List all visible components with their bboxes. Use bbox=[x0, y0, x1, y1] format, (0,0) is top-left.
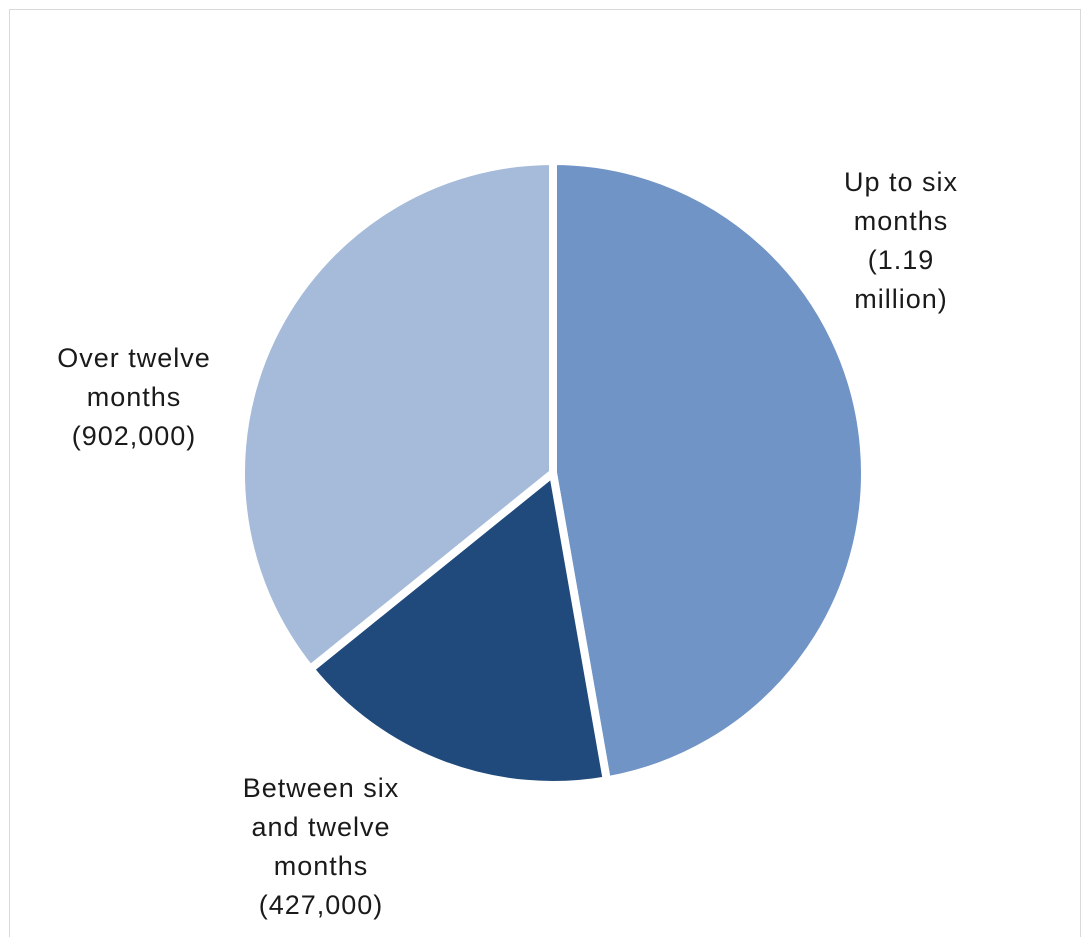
slice-label-between-six-and-twelve-months: Between six and twelve months (427,000) bbox=[242, 773, 400, 920]
pie-slice-between-six-and-twelve-months bbox=[304, 465, 612, 789]
pie-slice-over-twelve-months bbox=[237, 156, 557, 675]
slice-label-up-to-six-months: Up to six months (1.19 million) bbox=[843, 167, 959, 314]
slice-label-over-twelve-months: Over twelve months (902,000) bbox=[57, 343, 211, 451]
pie-slice-up-to-six-months bbox=[549, 156, 869, 785]
